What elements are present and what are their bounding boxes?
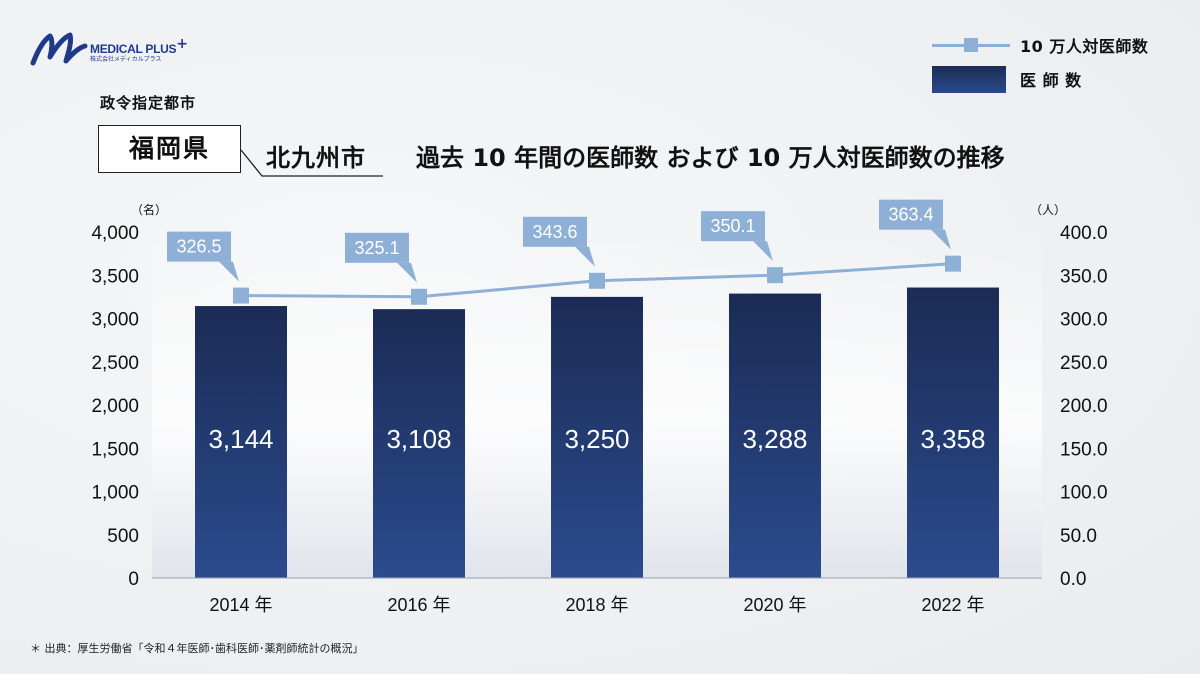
designated-city-label: 政令指定都市 — [100, 94, 197, 112]
callout-pointer — [575, 246, 595, 267]
callout-box — [879, 199, 943, 230]
y-right-tick-label: 0.0 — [1060, 569, 1086, 590]
x-tick-label: 2016 年 — [387, 595, 450, 615]
y-left-unit: （名） — [131, 202, 167, 217]
x-tick-label: 2020 年 — [743, 595, 806, 615]
callout-box — [167, 231, 231, 262]
y-left-tick-label: 2,000 — [91, 396, 139, 417]
legend-bar-label: 医 師 数 — [1020, 71, 1082, 90]
title-connector-line — [240, 149, 383, 177]
line-value-label: 363.4 — [888, 205, 933, 225]
line-marker — [589, 272, 605, 289]
bar-value-label: 3,288 — [742, 424, 807, 454]
bar-4 — [907, 287, 999, 578]
bar-value-label: 3,358 — [920, 424, 985, 454]
bar-0 — [195, 306, 287, 578]
callout-box — [701, 211, 765, 242]
city-name: 北九州市 — [266, 144, 366, 172]
y-left-tick-label: 500 — [107, 526, 139, 547]
logo-mark-icon — [30, 32, 88, 66]
legend-item-line: 10 万人対医師数 — [932, 28, 1148, 62]
line-marker — [411, 288, 427, 305]
y-left-tick-label: 2,500 — [91, 353, 139, 374]
line-value-label: 343.6 — [532, 222, 577, 242]
callout-pointer — [931, 229, 951, 250]
logo-sub: 株式会社メディカルプラス — [90, 56, 162, 63]
x-tick-label: 2018 年 — [565, 595, 628, 615]
bar-1 — [373, 309, 465, 578]
x-tick-label: 2022 年 — [921, 595, 984, 615]
line-marker — [233, 287, 249, 304]
bar-value-label: 3,250 — [564, 424, 629, 454]
legend-bar-swatch — [932, 65, 1006, 93]
callout-box — [523, 216, 587, 247]
legend-line-label: 10 万人対医師数 — [1020, 37, 1149, 56]
bar-value-label: 3,144 — [208, 424, 273, 454]
bar-3 — [729, 293, 821, 578]
callout-box — [345, 232, 409, 263]
line-marker — [945, 255, 961, 272]
logo-plus: + — [176, 36, 188, 52]
callout-pointer — [753, 241, 773, 262]
y-left-tick-label: 3,500 — [91, 266, 139, 287]
x-tick-label: 2014 年 — [209, 595, 272, 615]
line-value-label: 326.5 — [176, 237, 221, 257]
y-right-tick-label: 150.0 — [1060, 439, 1108, 460]
y-left-tick-label: 1,000 — [91, 483, 139, 504]
callout-pointer — [397, 262, 417, 283]
y-right-unit: （人） — [1030, 203, 1066, 217]
legend-line-swatch — [932, 34, 1010, 56]
y-right-tick-label: 350.0 — [1060, 266, 1108, 287]
bar-value-label: 3,108 — [386, 424, 451, 454]
line-value-label: 325.1 — [354, 238, 399, 258]
chart-title: 過去 10 年間の医師数 および 10 万人対医師数の推移 — [416, 144, 1005, 172]
y-right-tick-label: 200.0 — [1060, 396, 1108, 417]
prefecture-box: 福岡県 — [98, 125, 241, 173]
y-left-tick-label: 3,000 — [91, 310, 139, 331]
logo-name: MEDICAL PLUS — [90, 42, 177, 56]
y-left-tick-label: 4,000 — [91, 223, 139, 244]
y-left-tick-label: 0 — [128, 569, 139, 590]
line-value-label: 350.1 — [710, 216, 755, 236]
y-right-tick-label: 100.0 — [1060, 483, 1108, 504]
y-right-tick-label: 400.0 — [1060, 223, 1108, 244]
medical-plus-logo: MEDICAL PLUS+ 株式会社メディカルプラス — [30, 30, 188, 68]
bar-2 — [551, 296, 643, 578]
legend: 10 万人対医師数 医 師 数 — [932, 28, 1148, 96]
y-right-tick-label: 250.0 — [1060, 353, 1108, 374]
callout-pointer — [219, 261, 239, 282]
y-left-tick-label: 1,500 — [91, 439, 139, 460]
line-marker — [767, 267, 783, 284]
legend-item-bar: 医 師 数 — [932, 62, 1148, 96]
source-note: ＊ 出典：厚生労働省「令和４年医師･歯科医師･薬剤師統計の概況」 — [30, 642, 364, 655]
y-right-tick-label: 50.0 — [1060, 526, 1097, 547]
y-right-tick-label: 300.0 — [1060, 310, 1108, 331]
